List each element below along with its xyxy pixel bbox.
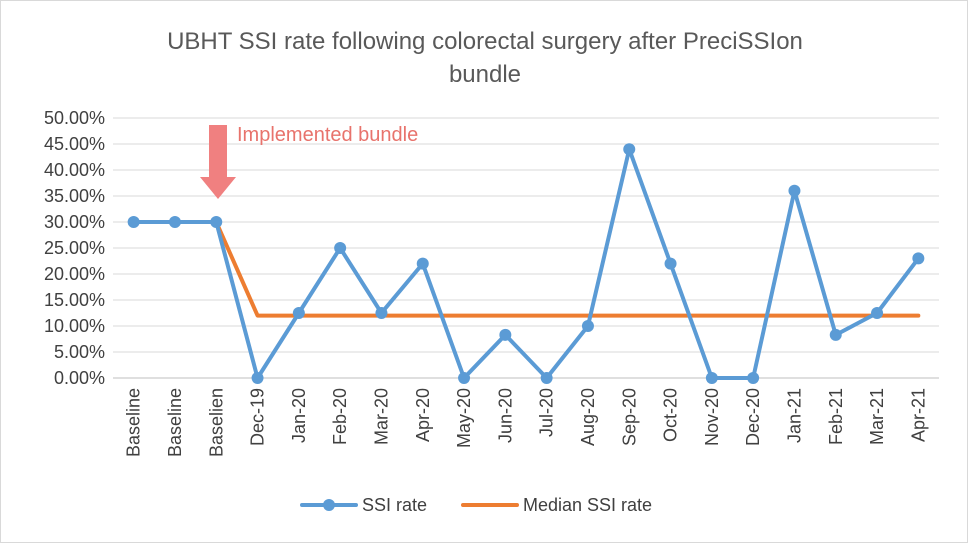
x-tick-label: Baseline (165, 388, 185, 457)
x-tick-label: Feb-20 (330, 388, 350, 445)
data-point (499, 329, 511, 341)
x-tick-label: Apr-20 (413, 388, 433, 442)
x-tick-label: Nov-20 (702, 388, 722, 446)
x-tick-label: Baselien (206, 388, 226, 457)
data-point (252, 372, 264, 384)
legend-marker (323, 499, 335, 511)
x-tick-label: Feb-21 (826, 388, 846, 445)
x-tick-label: Mar-20 (371, 388, 391, 445)
line-chart: UBHT SSI rate following colorectal surge… (1, 1, 967, 542)
y-tick-label: 5.00% (54, 342, 105, 362)
data-point (830, 329, 842, 341)
chart-title-line-1: UBHT SSI rate following colorectal surge… (167, 28, 803, 55)
legend-label: Median SSI rate (523, 495, 652, 515)
series-line (134, 149, 919, 378)
x-tick-label: Jan-20 (289, 388, 309, 443)
y-tick-label: 45.00% (44, 134, 105, 154)
x-tick-label: Mar-21 (867, 388, 887, 445)
y-tick-label: 25.00% (44, 238, 105, 258)
y-tick-label: 10.00% (44, 316, 105, 336)
y-tick-label: 0.00% (54, 368, 105, 388)
y-tick-label: 15.00% (44, 290, 105, 310)
x-tick-label: Sep-20 (619, 388, 639, 446)
data-point (210, 216, 222, 228)
y-tick-label: 35.00% (44, 186, 105, 206)
series-line (134, 222, 919, 316)
data-point (334, 242, 346, 254)
x-tick-label: May-20 (454, 388, 474, 448)
data-point (293, 307, 305, 319)
data-point (541, 372, 553, 384)
x-tick-label: Apr-21 (908, 388, 928, 442)
y-tick-label: 40.00% (44, 160, 105, 180)
legend-label: SSI rate (362, 495, 427, 515)
data-point (375, 307, 387, 319)
data-point (912, 252, 924, 264)
annotation-label: Implemented bundle (237, 124, 418, 146)
chart-title-line-2: bundle (449, 61, 521, 88)
annotation-arrow-shaft (209, 125, 227, 177)
data-point (582, 320, 594, 332)
data-point (871, 307, 883, 319)
x-tick-label: Jun-20 (495, 388, 515, 443)
data-point (747, 372, 759, 384)
x-tick-label: Baseline (124, 388, 144, 457)
y-axis-ticks: 0.00% 5.00% 10.00% 15.00% 20.00% 25.00% 30.00%… (44, 108, 105, 388)
x-tick-label: Dec-19 (248, 388, 268, 446)
series-lines (128, 143, 925, 384)
data-point (417, 258, 429, 270)
data-point (128, 216, 140, 228)
data-point (458, 372, 470, 384)
legend: SSI rate Median SSI rate (302, 495, 652, 515)
x-tick-label: Aug-20 (578, 388, 598, 446)
y-tick-label: 50.00% (44, 108, 105, 128)
y-tick-label: 30.00% (44, 212, 105, 232)
data-point (623, 143, 635, 155)
annotation: Implemented bundle (200, 124, 418, 199)
x-tick-label: Dec-20 (743, 388, 763, 446)
chart-frame: UBHT SSI rate following colorectal surge… (0, 0, 968, 543)
data-point (706, 372, 718, 384)
data-point (169, 216, 181, 228)
data-point (788, 185, 800, 197)
x-tick-label: Oct-20 (661, 388, 681, 442)
x-tick-label: Jul-20 (537, 388, 557, 437)
data-point (665, 258, 677, 270)
y-tick-label: 20.00% (44, 264, 105, 284)
x-axis-ticks: Baseline Baseline Baselien Dec-19 Jan-20 Feb-… (124, 388, 929, 457)
gridlines (113, 118, 939, 378)
x-tick-label: Jan-21 (784, 388, 804, 443)
